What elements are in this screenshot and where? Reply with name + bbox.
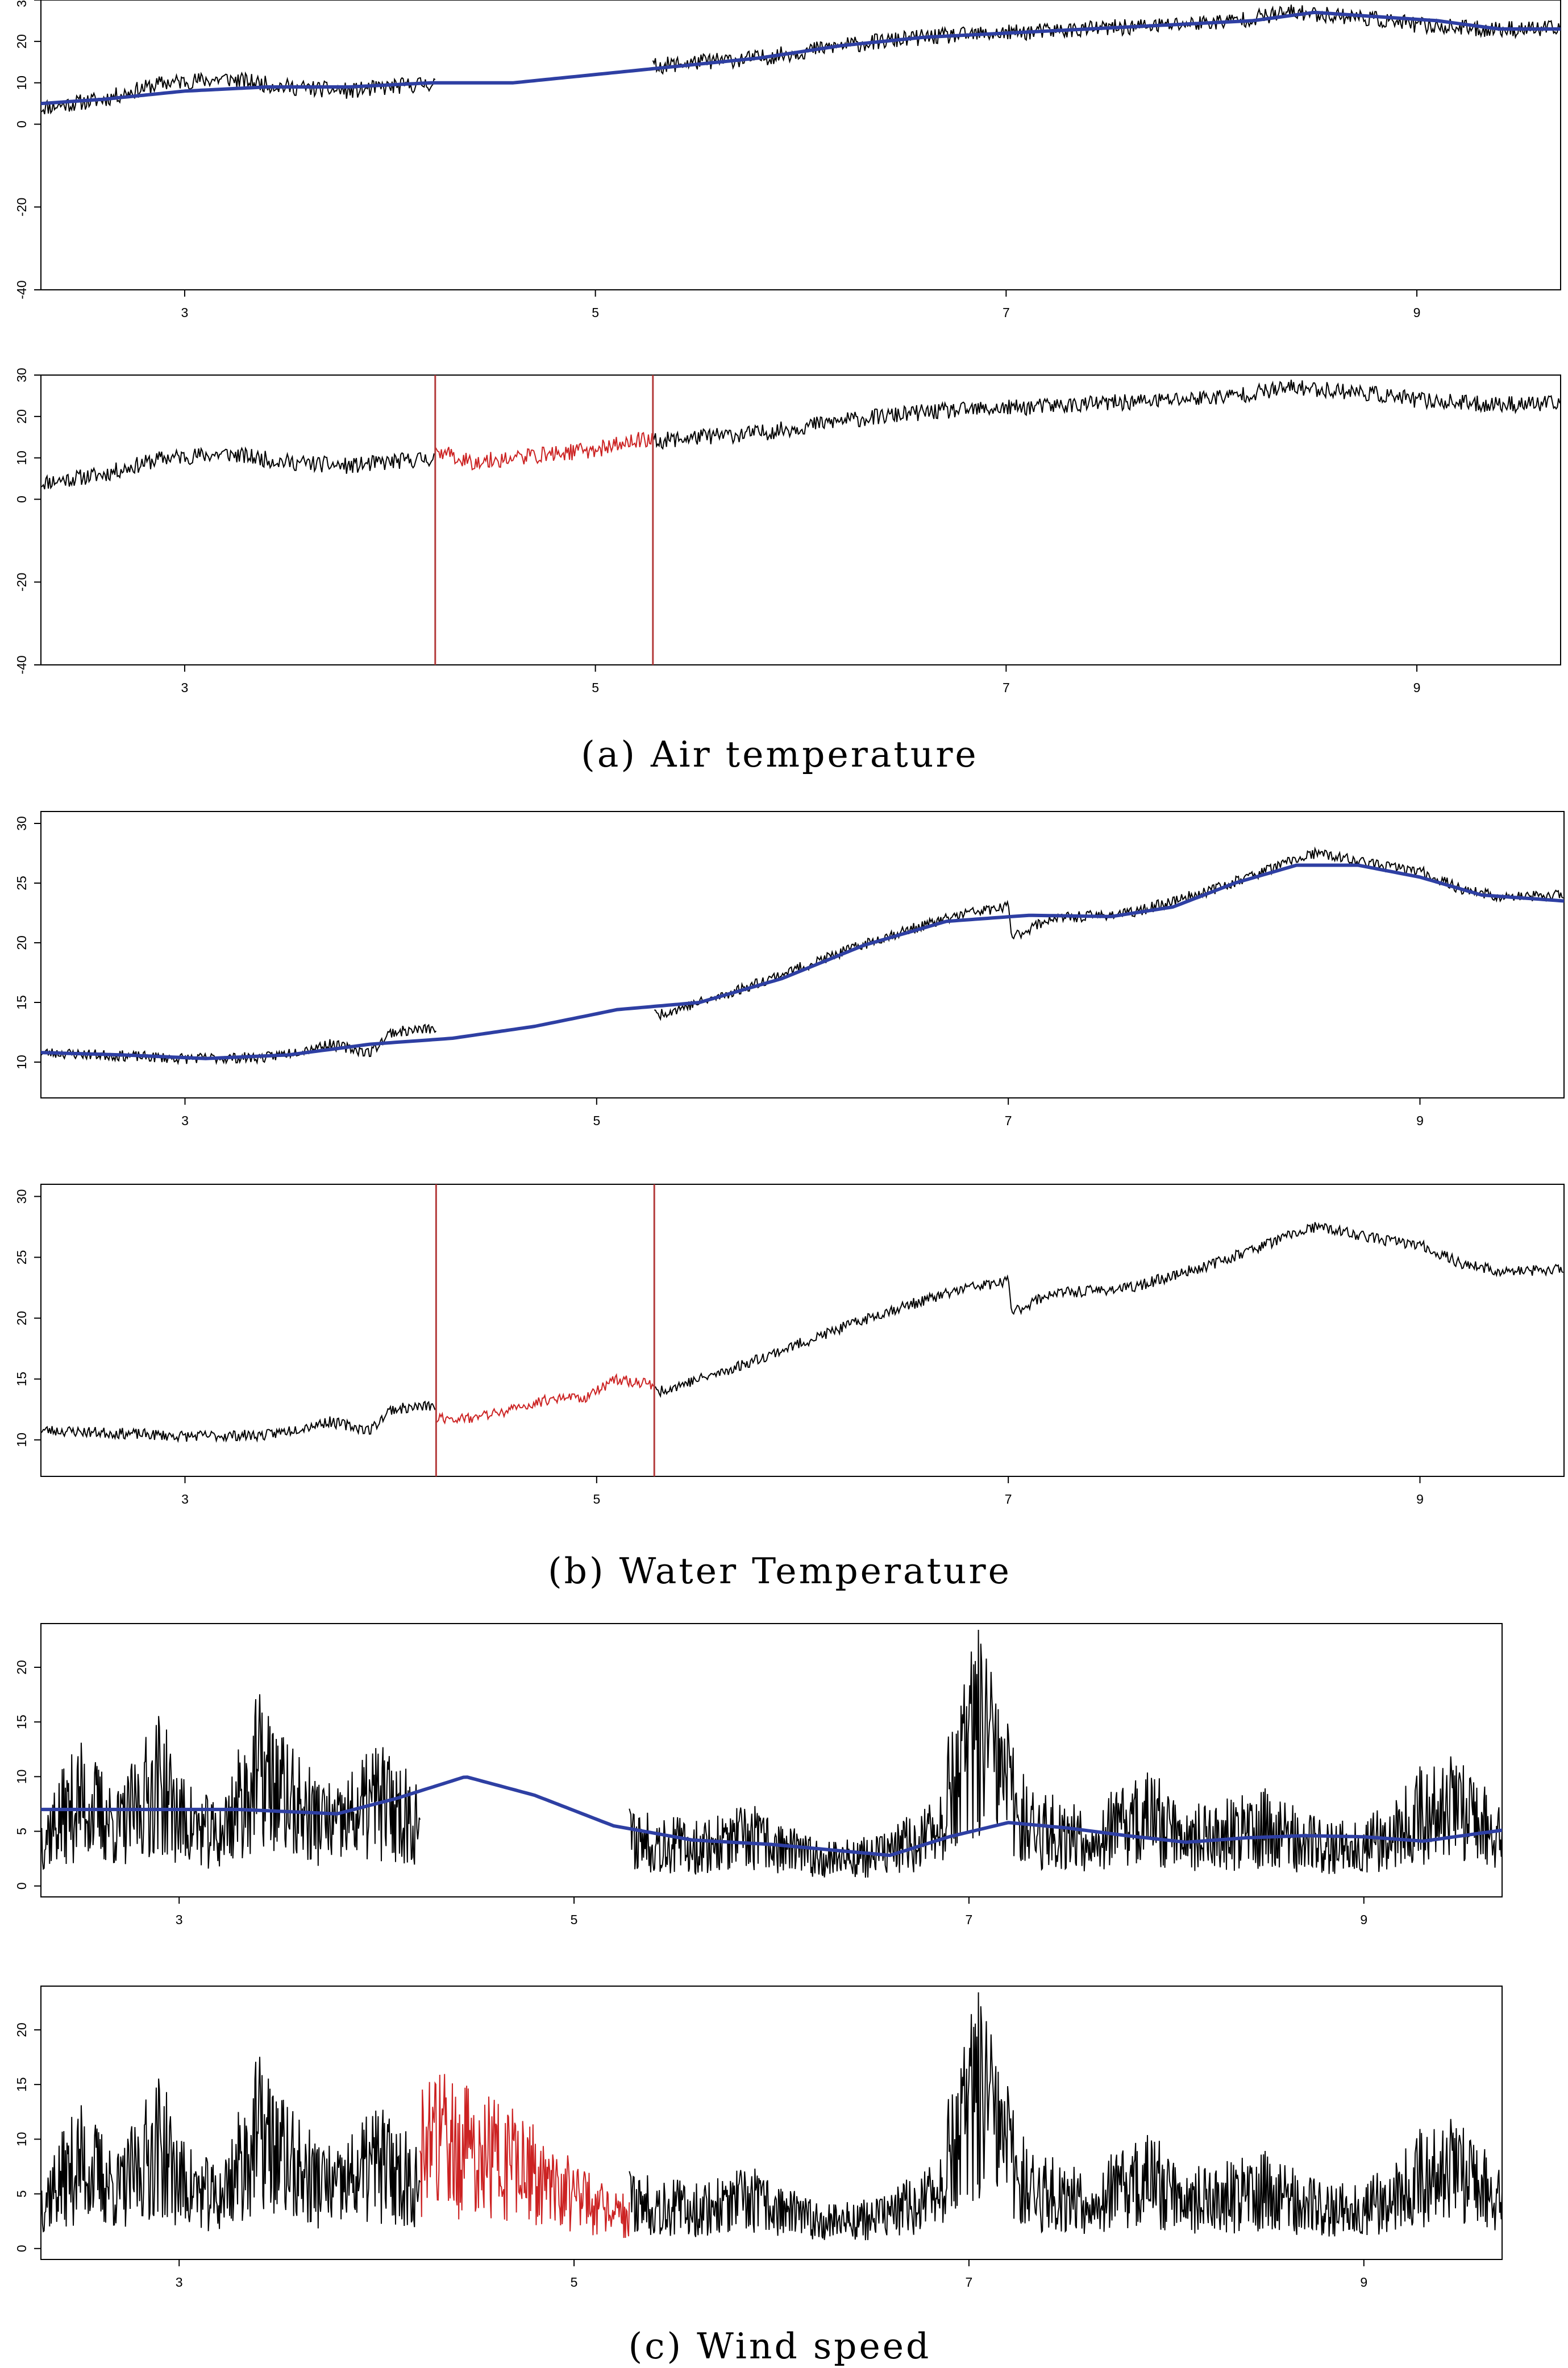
plot-area: [41, 5, 1561, 115]
imputed-series-line: [419, 2074, 630, 2238]
y-tick-label: 15: [14, 1714, 29, 1729]
x-tick-label: 3: [181, 1492, 189, 1506]
y-tick-label: 5: [14, 2190, 29, 2198]
y-tick-label: 30: [14, 816, 29, 831]
fitted-trend-line: [41, 1775, 1502, 1857]
x-tick-label: 7: [1003, 305, 1010, 320]
plot-frame: [40, 0, 1561, 290]
imputed-series-line: [435, 1373, 654, 1425]
caption-water-temperature: (b) Water Temperature: [548, 1550, 1012, 1592]
observed-series-line: [652, 380, 1561, 450]
observed-series-line: [41, 71, 436, 115]
x-tick-label: 9: [1360, 2275, 1367, 2290]
y-tick-label: 0: [14, 496, 29, 503]
y-tick-label: 20: [14, 1660, 29, 1675]
observed-series-line: [654, 846, 1564, 1021]
y-tick-label: 20: [14, 2022, 29, 2037]
observed-series-line: [41, 2057, 421, 2233]
fitted-trend-line: [41, 863, 1564, 1060]
y-tick-label: 0: [14, 1882, 29, 1890]
plot-frame: [40, 1623, 1503, 1897]
y-tick-label: 15: [14, 1372, 29, 1387]
y-tick-label: 20: [14, 409, 29, 424]
y-tick-label: 5: [14, 1828, 29, 1835]
x-tick-label: 9: [1413, 680, 1421, 695]
plot-area: [41, 846, 1564, 1066]
observed-series-line: [41, 1400, 437, 1443]
observed-series-line: [629, 1629, 1502, 1878]
x-tick-label: 5: [571, 1912, 578, 1927]
x-tick-label: 5: [593, 1113, 600, 1128]
y-tick-label: 0: [14, 2245, 29, 2252]
y-tick-label: 10: [14, 1770, 29, 1784]
y-tick-label: 20: [14, 34, 29, 49]
observed-series-line: [654, 1222, 1564, 1398]
x-tick-label: 3: [181, 1113, 189, 1128]
chart-wind-fit: 3 5 7 9 0 5 10 15 20: [14, 1623, 1503, 1927]
chart-water-imputed: 3 5 7 9 10 15 20 25 30: [14, 1184, 1565, 1506]
x-tick-label: 7: [1005, 1113, 1012, 1128]
x-tick-label: 3: [181, 305, 189, 320]
x-tick-label: 7: [966, 2275, 973, 2290]
x-tick-label: 9: [1416, 1492, 1424, 1506]
y-tick-label: 10: [14, 2132, 29, 2147]
observed-series-line: [41, 1694, 421, 1870]
plot-frame: [40, 1184, 1565, 1477]
y-tick-label: 25: [14, 876, 29, 890]
x-tick-label: 5: [592, 305, 599, 320]
y-tick-label: 15: [14, 995, 29, 1010]
chart-air-fit: 3 5 7 9 -40 -20 0 10 20 30: [14, 0, 1561, 320]
caption-air-temperature: (a) Air temperature: [581, 734, 978, 775]
y-tick-label: 10: [14, 76, 29, 90]
x-tick-label: 7: [966, 1912, 973, 1927]
y-tick-label: 20: [14, 935, 29, 950]
x-tick-label: 5: [592, 680, 599, 695]
x-tick-label: 9: [1413, 305, 1421, 320]
observed-series-line: [629, 1992, 1502, 2241]
y-tick-label: 30: [14, 0, 29, 7]
x-tick-label: 9: [1360, 1912, 1367, 1927]
chart-water-fit: 3 5 7 9 10 15 20 25 30: [14, 811, 1565, 1128]
plot-frame: [40, 374, 1561, 665]
imputed-series-line: [434, 432, 653, 471]
plot-frame: [40, 811, 1565, 1098]
y-tick-label: 10: [14, 451, 29, 465]
y-tick-label: 30: [14, 1189, 29, 1204]
x-tick-label: 5: [571, 2275, 578, 2290]
y-tick-label: -20: [14, 573, 29, 592]
y-tick-label: 25: [14, 1250, 29, 1265]
y-tick-label: 20: [14, 1311, 29, 1326]
observed-series-line: [652, 5, 1561, 75]
y-tick-label: 30: [14, 368, 29, 382]
plot-frame: [40, 1986, 1503, 2260]
y-tick-label: 15: [14, 2077, 29, 2092]
observed-series-line: [41, 446, 436, 490]
x-tick-label: 7: [1005, 1492, 1012, 1506]
chart-air-imputed: 3 5 7 9 -40 -20 0 10 20 30: [14, 368, 1561, 695]
y-tick-label: 10: [14, 1433, 29, 1447]
fitted-trend-line: [41, 10, 1561, 106]
x-tick-label: 9: [1416, 1113, 1424, 1128]
plot-area: [41, 1222, 1564, 1443]
x-tick-label: 7: [1003, 680, 1010, 695]
plot-area: [41, 1992, 1502, 2241]
caption-wind-speed: (c) Wind speed: [629, 2325, 931, 2367]
y-tick-label: -40: [14, 280, 29, 299]
chart-wind-imputed: 3 5 7 9 0 5 10 15 20: [14, 1986, 1503, 2290]
plot-area: [41, 380, 1561, 490]
y-tick-label: -40: [14, 655, 29, 674]
x-tick-label: 3: [176, 1912, 183, 1927]
plot-area: [41, 1629, 1502, 1878]
x-tick-label: 3: [181, 680, 189, 695]
y-tick-label: 0: [14, 120, 29, 128]
y-tick-label: 10: [14, 1055, 29, 1069]
y-tick-label: -20: [14, 198, 29, 217]
x-tick-label: 5: [593, 1492, 600, 1506]
x-tick-label: 3: [176, 2275, 183, 2290]
